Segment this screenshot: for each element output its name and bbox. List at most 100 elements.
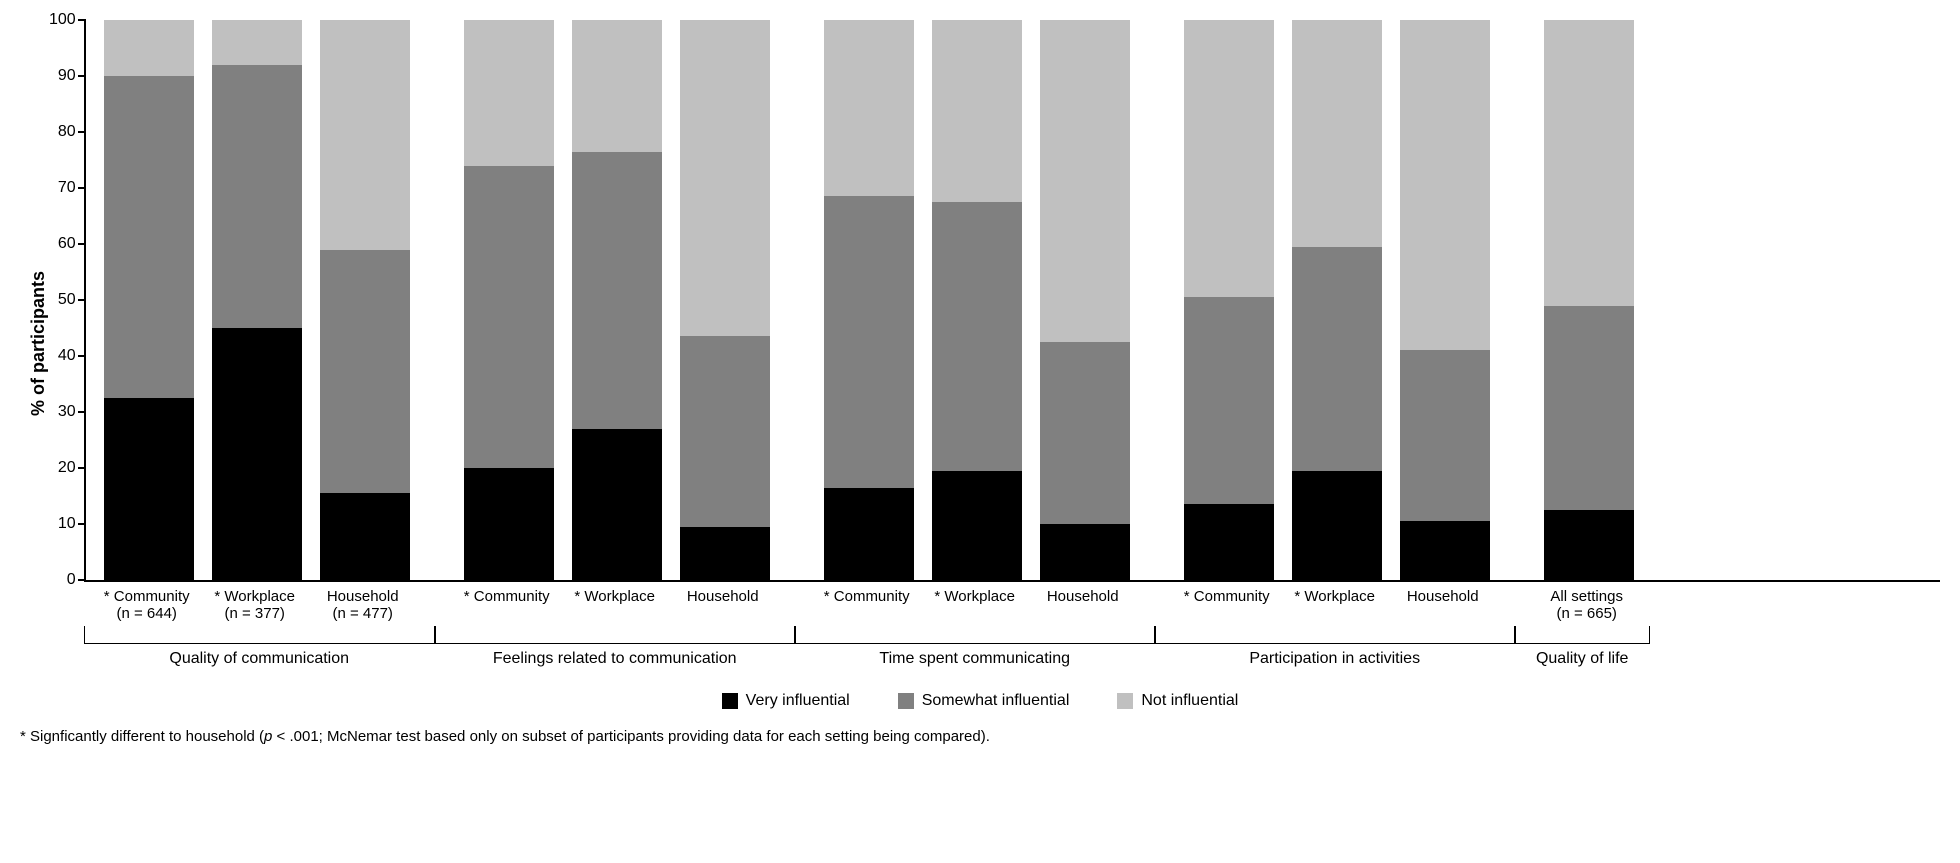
bar-slot xyxy=(464,20,554,580)
bar-slot xyxy=(1544,20,1634,580)
spacer xyxy=(768,588,822,605)
stacked-bar xyxy=(1184,20,1274,580)
legend-label: Very influential xyxy=(746,692,850,710)
bar-segment-not xyxy=(464,20,554,166)
x-category-label: * Community xyxy=(1182,588,1272,605)
stacked-bar xyxy=(1400,20,1490,580)
stacked-bar xyxy=(1544,20,1634,580)
bar-segment-very xyxy=(464,468,554,580)
x-category-sublabel xyxy=(930,605,1020,622)
spacer xyxy=(408,588,462,605)
spacer xyxy=(1488,588,1542,605)
x-category-label: Household xyxy=(678,588,768,605)
bar-group xyxy=(1544,20,1634,580)
bar-segment-not xyxy=(824,20,914,196)
bar-slot xyxy=(932,20,1022,580)
group-label: Quality of life xyxy=(1515,650,1650,668)
spacer xyxy=(84,605,102,622)
legend-label: Not influential xyxy=(1141,692,1238,710)
spacer xyxy=(300,605,318,622)
legend-item: Somewhat influential xyxy=(898,692,1070,710)
y-tick-mark xyxy=(78,19,86,21)
x-label-group xyxy=(822,605,1128,622)
bar-segment-somewhat xyxy=(1400,350,1490,521)
x-category-label: Household xyxy=(1398,588,1488,605)
x-category-label: * Community xyxy=(462,588,552,605)
bar-segment-very xyxy=(680,527,770,580)
bar-segment-not xyxy=(320,20,410,250)
x-category-sublabel xyxy=(822,605,912,622)
x-category-sublabel xyxy=(1398,605,1488,622)
x-category-label: * Workplace xyxy=(1290,588,1380,605)
chart-area: % of participants 1009080706050403020100… xyxy=(20,20,1940,668)
spacer xyxy=(1380,588,1398,605)
bar-group xyxy=(464,20,770,580)
spacer xyxy=(1380,605,1398,622)
legend-swatch xyxy=(1117,693,1133,709)
group-border xyxy=(795,626,1155,644)
x-category-sublabel: (n = 644) xyxy=(102,605,192,622)
spacer xyxy=(1128,605,1182,622)
bar-group xyxy=(104,20,410,580)
stacked-bar xyxy=(1040,20,1130,580)
legend-swatch xyxy=(722,693,738,709)
group-label: Participation in activities xyxy=(1155,650,1515,668)
stacked-bar xyxy=(464,20,554,580)
bar-segment-somewhat xyxy=(1544,306,1634,510)
bar-segment-somewhat xyxy=(104,76,194,398)
bar-segment-somewhat xyxy=(572,152,662,429)
x-label-group xyxy=(462,605,768,622)
legend: Very influential Somewhat influential Not … xyxy=(20,692,1940,710)
bar-segment-somewhat xyxy=(1292,247,1382,471)
group-border xyxy=(435,626,795,644)
x-category-label: Household xyxy=(1038,588,1128,605)
group-label: Feelings related to communication xyxy=(435,650,795,668)
x-category-sublabel xyxy=(570,605,660,622)
stacked-bar xyxy=(572,20,662,580)
bar-slot xyxy=(212,20,302,580)
spacer xyxy=(1020,605,1038,622)
spacer xyxy=(192,588,210,605)
group-label: Time spent communicating xyxy=(795,650,1155,668)
x-category-sublabel xyxy=(1182,605,1272,622)
stacked-bar xyxy=(1292,20,1382,580)
plot-region xyxy=(84,20,1940,582)
x-category-sublabel xyxy=(1290,605,1380,622)
x-category-sublabel: (n = 477) xyxy=(318,605,408,622)
x-label-group xyxy=(1182,605,1488,622)
spacer xyxy=(1128,588,1182,605)
bar-segment-not xyxy=(1040,20,1130,342)
bar-segment-very xyxy=(932,471,1022,580)
stacked-bar xyxy=(680,20,770,580)
x-label-group: (n = 665) xyxy=(1542,605,1632,622)
y-tick-mark xyxy=(78,523,86,525)
bar-segment-very xyxy=(104,398,194,580)
group-label-row: Quality of communicationFeelings related… xyxy=(84,650,1940,668)
bar-segment-very xyxy=(320,493,410,580)
bar-slot xyxy=(320,20,410,580)
x-category-label: * Workplace xyxy=(930,588,1020,605)
spacer xyxy=(300,588,318,605)
bar-group xyxy=(1184,20,1490,580)
x-label-group: (n = 644)(n = 377)(n = 477) xyxy=(102,605,408,622)
y-tick-mark xyxy=(78,131,86,133)
y-tick-mark xyxy=(78,299,86,301)
bar-segment-very xyxy=(824,488,914,580)
legend-item: Not influential xyxy=(1117,692,1238,710)
group-label: Quality of communication xyxy=(84,650,435,668)
bar-segment-somewhat xyxy=(932,202,1022,471)
bar-segment-very xyxy=(572,429,662,580)
x-label-group: * Community * Workplace Household xyxy=(822,588,1128,605)
x-category-label: * Community xyxy=(822,588,912,605)
x-label-group: * Community* WorkplaceHousehold xyxy=(102,588,408,605)
legend-swatch xyxy=(898,693,914,709)
spacer xyxy=(552,605,570,622)
bar-segment-not xyxy=(212,20,302,65)
bar-segment-not xyxy=(572,20,662,152)
spacer xyxy=(660,605,678,622)
bar-segment-somewhat xyxy=(212,65,302,328)
x-label-group: * Community * Workplace Household xyxy=(1182,588,1488,605)
bar-segment-somewhat xyxy=(824,196,914,487)
spacer xyxy=(1488,605,1542,622)
y-tick-mark xyxy=(78,243,86,245)
